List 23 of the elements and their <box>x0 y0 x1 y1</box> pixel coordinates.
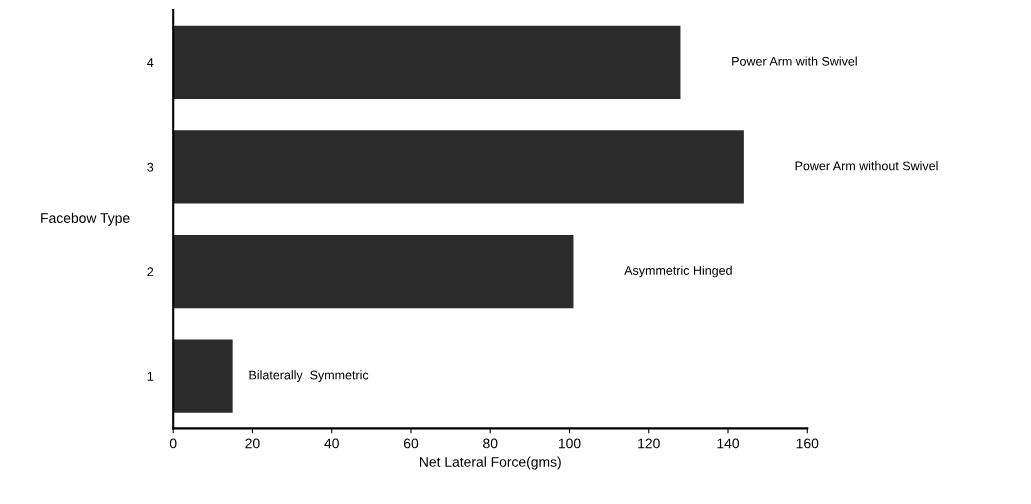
x-tick-label: 40 <box>324 438 339 449</box>
annotation: Asymmetric Hinged <box>624 265 732 278</box>
bar <box>173 234 574 309</box>
x-tick-label: 80 <box>483 438 498 449</box>
x-tick-label: 140 <box>717 438 740 449</box>
y-tick-label: 4 <box>147 58 154 67</box>
x-tick-label: 60 <box>403 438 419 449</box>
y-tick-label: 2 <box>147 267 154 277</box>
annotation: Bilaterally Symmetric <box>249 370 369 382</box>
y-tick-label: 1 <box>147 372 154 381</box>
y-axis-title: Facebow Type <box>41 212 130 226</box>
annotation: Power Arm without Swivel <box>795 161 938 171</box>
x-tick-label: 100 <box>558 438 581 449</box>
annotation: Power Arm with Swivel <box>732 56 857 66</box>
x-tick-label: 20 <box>245 438 260 449</box>
bar <box>173 25 681 99</box>
bar <box>173 339 233 413</box>
x-tick-label: 160 <box>796 438 819 449</box>
y-tick-label: 3 <box>147 162 154 172</box>
x-tick-label: 120 <box>638 438 660 449</box>
x-axis-title: Net Lateral Force(gms) <box>419 456 561 470</box>
x-tick-label: 0 <box>169 438 177 449</box>
bar <box>173 130 744 204</box>
